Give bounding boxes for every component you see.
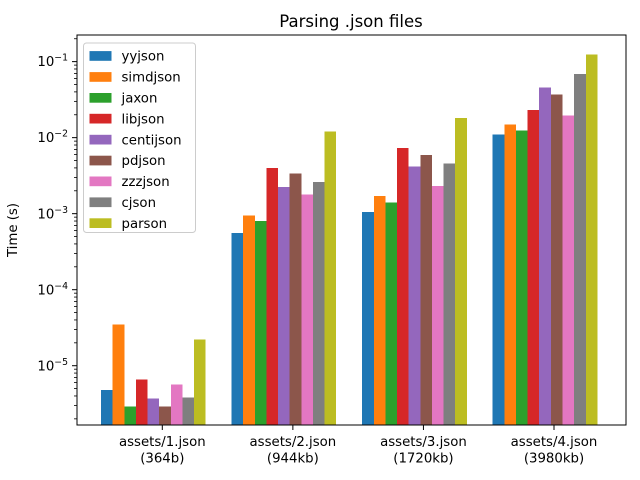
bar-libjson-3 xyxy=(527,110,540,426)
bar-cjson-3 xyxy=(574,73,586,425)
bar-centijson-1 xyxy=(278,186,290,425)
legend-label-cjson: cjson xyxy=(122,196,157,211)
legend-swatch-pdjson xyxy=(89,155,112,166)
chart-title: Parsing .json files xyxy=(279,12,422,31)
bar-libjson-1 xyxy=(266,167,279,425)
legend-label-pdjson: pdjson xyxy=(122,154,166,169)
bar-cjson-0 xyxy=(182,397,195,425)
bar-centijson-2 xyxy=(408,166,421,426)
bar-pdjson-1 xyxy=(289,173,302,425)
bar-centijson-0 xyxy=(147,398,160,425)
bar-yyjson-1 xyxy=(231,232,244,425)
bar-yyjson-2 xyxy=(362,212,374,425)
bar-pdjson-3 xyxy=(550,94,563,425)
bar-parson-1 xyxy=(324,131,337,425)
bar-zzzjson-3 xyxy=(562,115,575,425)
x-tick-label: assets/4.json (3980kb) xyxy=(511,435,598,466)
legend-swatch-centijson xyxy=(89,134,112,145)
bar-simdjson-3 xyxy=(504,124,516,425)
y-axis-label: Time (s) xyxy=(6,203,21,258)
legend-swatch-simdjson xyxy=(89,72,112,82)
legend-swatch-jaxon xyxy=(89,93,112,103)
legend-swatch-parson xyxy=(89,218,112,228)
y-tick-label: 10−4 xyxy=(37,281,68,299)
legend-label-simdjson: simdjson xyxy=(122,71,181,86)
bar-libjson-2 xyxy=(397,148,409,426)
legend-label-yyjson: yyjson xyxy=(122,50,165,65)
legend-swatch-zzzjson xyxy=(89,176,112,187)
bar-libjson-0 xyxy=(135,379,148,425)
bar-centijson-3 xyxy=(539,87,551,425)
bar-pdjson-2 xyxy=(420,155,432,425)
bar-jaxon-0 xyxy=(124,406,136,425)
bar-yyjson-3 xyxy=(492,134,505,425)
bar-jaxon-1 xyxy=(254,221,267,425)
y-tick-label: 10−2 xyxy=(37,129,68,147)
bar-parson-3 xyxy=(585,54,598,425)
axes-layer xyxy=(72,34,627,430)
bar-cjson-2 xyxy=(443,163,456,426)
legend-label-libjson: libjson xyxy=(122,112,165,127)
bar-parson-2 xyxy=(455,118,467,426)
x-tick-label: assets/3.json (1720kb) xyxy=(380,435,467,466)
legend: yyjson simdjson jaxon libjson centijson pdjso… xyxy=(83,42,196,233)
x-tick-label: assets/1.json (364b) xyxy=(119,435,206,466)
bar-jaxon-3 xyxy=(515,130,528,425)
bar-simdjson-2 xyxy=(373,196,386,425)
legend-label-jaxon: jaxon xyxy=(121,92,158,107)
bar-jaxon-2 xyxy=(385,202,398,425)
bars-layer xyxy=(101,54,598,426)
legend-label-zzzjson: zzzjson xyxy=(122,175,170,190)
y-tick-label: 10−5 xyxy=(37,357,68,375)
bar-parson-0 xyxy=(194,339,206,425)
y-tick-label: 10−1 xyxy=(37,53,68,71)
tick-labels-layer: 10−5 10−4 10−3 10−2 10−1 assets/1.json (364b) a… xyxy=(37,53,597,467)
bar-cjson-1 xyxy=(312,182,325,425)
plot-frame xyxy=(76,34,627,426)
y-tick-label: 10−3 xyxy=(37,205,68,223)
legend-swatch-yyjson xyxy=(89,51,112,61)
x-tick-label: assets/2.json (944kb) xyxy=(250,435,337,466)
bar-simdjson-0 xyxy=(112,324,125,425)
bar-zzzjson-1 xyxy=(301,194,313,425)
bar-zzzjson-2 xyxy=(431,186,444,425)
legend-label-centijson: centijson xyxy=(122,133,182,148)
legend-label-parson: parson xyxy=(122,217,168,232)
bar-zzzjson-0 xyxy=(170,384,183,425)
bar-simdjson-1 xyxy=(243,215,255,425)
bar-yyjson-0 xyxy=(101,389,113,425)
legend-swatch-cjson xyxy=(89,197,112,208)
legend-swatch-libjson xyxy=(89,113,112,124)
bar-pdjson-0 xyxy=(159,406,171,425)
